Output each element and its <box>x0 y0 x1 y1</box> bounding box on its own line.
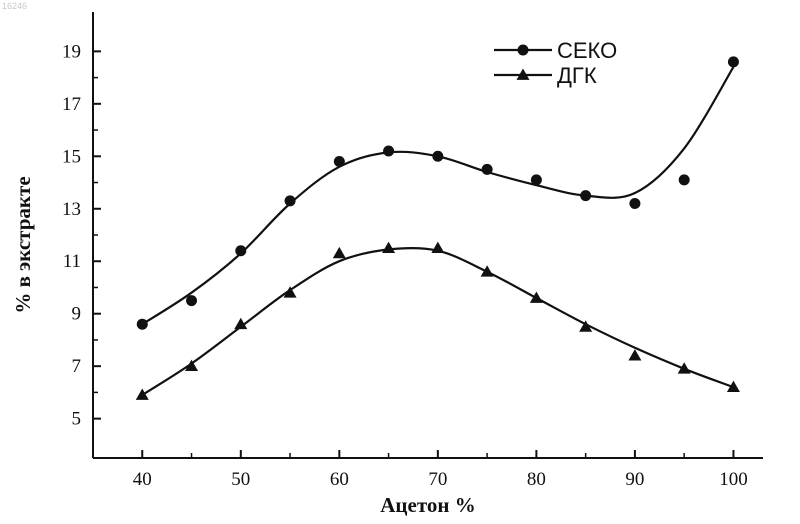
data-point-seko <box>629 198 641 210</box>
data-point-dgk <box>382 241 396 253</box>
x-tick-label: 90 <box>625 469 644 490</box>
data-point-dgk <box>579 320 593 332</box>
y-tick-label: 13 <box>62 199 81 220</box>
x-axis-ticks: 40 50 60 70 80 90 100 <box>133 450 748 490</box>
legend-marker-seko <box>517 44 529 56</box>
x-tick-label: 100 <box>719 469 748 490</box>
data-point-dgk <box>135 388 149 400</box>
data-point-seko <box>284 195 296 207</box>
data-point-dgk <box>677 362 691 374</box>
series-line-dgk <box>141 246 734 396</box>
x-tick-label: 50 <box>231 469 250 490</box>
x-tick-label: 80 <box>527 469 546 490</box>
series-curves <box>141 66 735 396</box>
y-tick-label: 17 <box>62 94 81 115</box>
data-point-dgk <box>431 241 445 253</box>
y-tick-label: 7 <box>72 356 82 377</box>
y-tick-label: 15 <box>62 146 81 167</box>
data-point-seko <box>580 190 592 202</box>
data-point-seko <box>727 56 739 68</box>
data-point-seko <box>235 245 247 257</box>
data-point-seko <box>678 174 690 186</box>
y-tick-label: 5 <box>72 409 82 430</box>
data-point-seko <box>186 295 198 307</box>
x-tick-label: 70 <box>428 469 447 490</box>
legend-marker-dgk <box>516 68 530 80</box>
y-tick-label: 19 <box>62 41 81 62</box>
data-point-seko <box>432 150 444 162</box>
data-point-seko <box>530 174 542 186</box>
data-point-seko <box>136 318 148 330</box>
data-point-dgk <box>628 349 642 361</box>
data-point-seko <box>481 163 493 175</box>
y-tick-label: 11 <box>63 251 81 272</box>
x-axis-title: Ацетон % <box>380 493 475 517</box>
data-point-dgk <box>529 291 543 303</box>
series-line-seko <box>141 66 735 326</box>
y-tick-label: 9 <box>72 304 82 325</box>
data-point-dgk <box>480 265 494 277</box>
image-id-label: 16246 <box>2 1 27 11</box>
data-point-dgk <box>726 380 740 393</box>
series-markers <box>135 56 740 400</box>
data-point-seko <box>383 145 395 157</box>
axes <box>92 12 763 459</box>
x-tick-label: 40 <box>133 469 152 490</box>
y-axis-title: % в экстракте <box>11 176 35 313</box>
y-axis-ticks: 5 7 9 11 13 15 17 19 <box>62 41 101 430</box>
data-point-dgk <box>185 359 199 372</box>
x-tick-label: 60 <box>330 469 349 490</box>
legend-label-seko: СЕКО <box>557 38 617 63</box>
data-point-dgk <box>283 286 297 298</box>
data-point-dgk <box>332 246 346 259</box>
data-point-dgk <box>234 317 248 330</box>
legend-label-dgk: ДГК <box>557 63 597 88</box>
data-point-seko <box>333 156 345 168</box>
